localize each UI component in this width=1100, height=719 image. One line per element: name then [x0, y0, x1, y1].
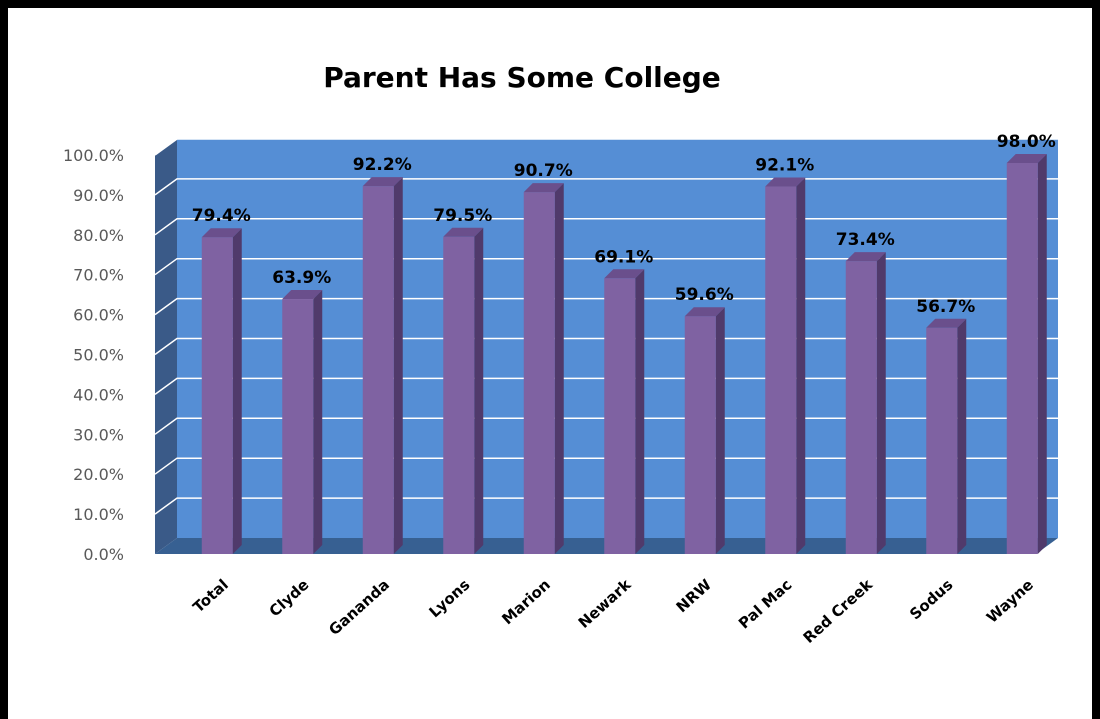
bar-side [232, 228, 242, 554]
gridline [154, 417, 1058, 435]
bar-top [765, 177, 806, 187]
y-axis-ticks: 0.0% 10.0% 20.0% 30.0% 40.0% 50.0% 60.0% 70.0% 8… [63, 146, 124, 564]
data-label: 56.7% [916, 297, 975, 317]
y-tick-label: 100.0% [63, 146, 124, 165]
bar [362, 177, 403, 554]
gridline [154, 497, 1058, 515]
bar-top [282, 290, 323, 300]
chart-title: Parent Has Some College [323, 61, 721, 94]
bar [845, 252, 886, 554]
bar-front [523, 192, 555, 554]
y-tick-label: 0.0% [83, 545, 124, 564]
bar [443, 227, 484, 555]
y-tick-label: 80.0% [73, 226, 124, 245]
data-label: 98.0% [997, 132, 1056, 152]
gridline [154, 218, 1058, 236]
bar [684, 307, 725, 554]
x-tick-label: Pal Mac [735, 576, 795, 633]
x-tick-label: Clyde [266, 576, 313, 621]
bar [523, 183, 564, 554]
chart-frame: Parent Has Some College 0.0% 10.0% 20.0% 30… [8, 8, 1092, 719]
value-labels: 79.4% 63.9% 92.2% 79.5% 90.7% 69.1% 59.6% 92.1%… [192, 132, 1056, 317]
bar-front [1006, 162, 1038, 555]
x-tick-label: Gananda [325, 576, 393, 639]
x-axis-labels: Total Clyde Gananda Lyons Marion Newark NRW Pal… [189, 575, 1037, 647]
data-label: 92.2% [353, 155, 412, 175]
bar [604, 269, 645, 554]
y-tick-label: 60.0% [73, 306, 124, 325]
bar-top [443, 227, 484, 237]
gridline [154, 138, 1058, 156]
bar-top [684, 307, 725, 317]
gridlines [154, 138, 1058, 515]
y-tick-label: 30.0% [73, 425, 124, 444]
data-label: 59.6% [675, 285, 734, 305]
y-tick-label: 20.0% [73, 465, 124, 484]
data-label: 79.4% [192, 206, 251, 226]
bar [765, 177, 806, 554]
gridline [154, 178, 1058, 196]
bar-side [313, 290, 323, 554]
data-label: 69.1% [594, 247, 653, 267]
bar-side [554, 183, 564, 554]
bar [1006, 153, 1047, 555]
x-tick-label: Sodus [906, 576, 956, 624]
bar-top [523, 183, 564, 193]
x-tick-label: Red Creek [800, 575, 877, 647]
y-tick-label: 70.0% [73, 266, 124, 285]
bar-side [957, 318, 967, 554]
bar-side [635, 269, 645, 554]
bar-front [765, 186, 797, 554]
bar-top [201, 228, 242, 238]
x-tick-label: Total [189, 576, 232, 617]
bar-front [845, 261, 877, 554]
x-tick-label: NRW [673, 575, 716, 616]
data-label: 63.9% [272, 268, 331, 288]
y-tick-label: 90.0% [73, 186, 124, 205]
bar-top [926, 318, 967, 328]
bar-side [796, 177, 806, 554]
bar-side [876, 252, 886, 554]
bar [926, 318, 967, 554]
bar-front [684, 316, 716, 554]
y-tick-label: 50.0% [73, 346, 124, 365]
data-label: 92.1% [755, 156, 814, 176]
gridline [154, 457, 1058, 475]
x-tick-label: Wayne [983, 576, 1037, 627]
bar-front [201, 237, 233, 554]
bar-side [715, 307, 725, 554]
bar-top [604, 269, 645, 279]
x-tick-label: Lyons [426, 576, 474, 622]
data-label: 90.7% [514, 161, 573, 181]
bar-front [926, 327, 958, 554]
bar [282, 290, 323, 554]
bar-front [362, 186, 394, 554]
bar-front [443, 236, 475, 555]
bar-top [362, 177, 403, 187]
bars [201, 153, 1047, 555]
bar [201, 228, 242, 554]
bar-top [1006, 153, 1047, 163]
bar-chart: Parent Has Some College 0.0% 10.0% 20.0% 30… [63, 61, 1058, 647]
gridline [154, 377, 1058, 396]
gridline [154, 337, 1058, 356]
bar-front [282, 299, 314, 554]
gridline [154, 297, 1058, 316]
bar-side [474, 227, 484, 555]
bar-front [604, 278, 636, 554]
x-tick-label: Newark [575, 575, 635, 632]
data-label: 73.4% [836, 230, 895, 250]
gridline [154, 257, 1058, 276]
y-tick-label: 40.0% [73, 385, 124, 404]
bar-top [845, 252, 886, 262]
y-tick-label: 10.0% [73, 505, 124, 524]
bar-side [1037, 153, 1047, 555]
data-label: 79.5% [433, 206, 492, 226]
x-tick-label: Marion [498, 576, 554, 629]
bar-side [393, 177, 403, 554]
